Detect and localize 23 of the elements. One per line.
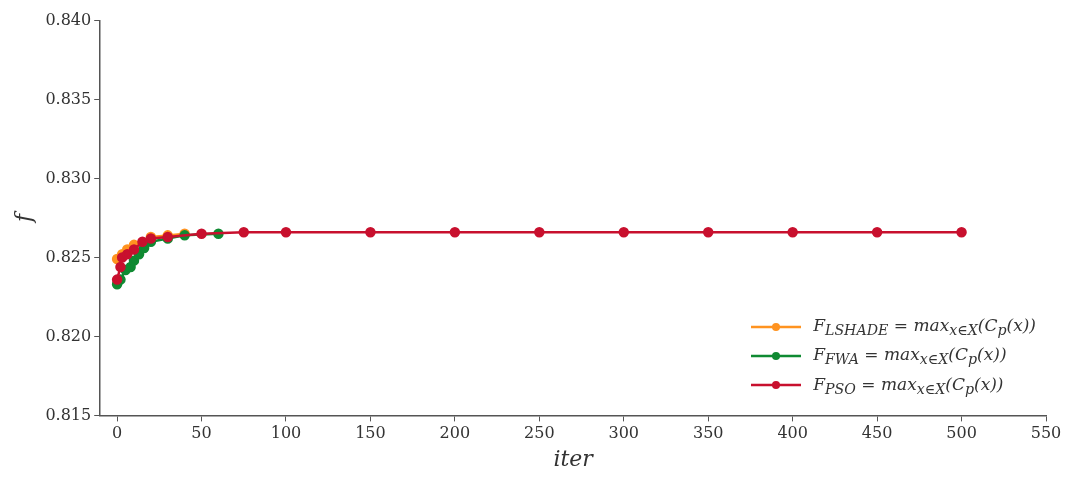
x-tick-label: 400 [777, 423, 808, 443]
x-tick-label: 100 [270, 423, 302, 443]
x-tick-label: 250 [524, 423, 555, 443]
x-tick-label: 550 [1030, 423, 1062, 443]
y-tick-label: 0.820 [45, 325, 92, 345]
x-tick-label: 300 [608, 423, 640, 443]
x-tick-label: 0 [112, 423, 123, 443]
legend-label: F$_{LSHADE}$ = max$_{x∈X}$(C$_{p}$(x)) [813, 314, 1036, 339]
x-tick-label: 450 [861, 423, 893, 443]
y-tick-label: 0.825 [45, 246, 92, 266]
x-tick-label: 50 [191, 423, 212, 443]
y-tick-label: 0.835 [45, 88, 92, 108]
legend-label: F$_{FWA}$ = max$_{x∈X}$(C$_{p}$(x)) [813, 344, 1007, 368]
x-tick-label: 500 [946, 423, 977, 443]
y-axis-title: f [10, 210, 36, 225]
x-tick-label: 150 [355, 423, 386, 443]
y-tick-label: 0.830 [45, 167, 92, 187]
x-tick-label: 200 [439, 423, 471, 443]
x-axis-title: iter [553, 445, 595, 471]
legend-label: F$_{PSO}$ = max$_{x∈X}$(C$_{p}$(x)) [813, 373, 1004, 397]
y-tick-label: 0.840 [45, 9, 92, 29]
y-tick-label: 0.815 [45, 404, 92, 424]
x-tick-label: 350 [692, 423, 724, 443]
